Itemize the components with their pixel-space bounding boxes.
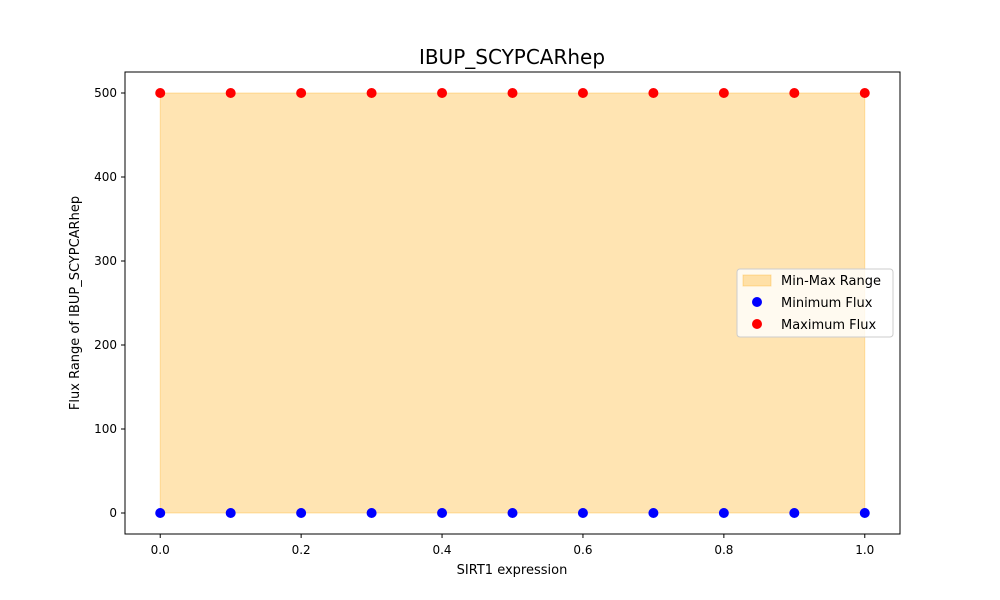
x-tick-label: 1.0 bbox=[855, 543, 874, 557]
maximum-flux-point bbox=[718, 88, 729, 98]
minimum-flux-point bbox=[718, 508, 729, 518]
minimum-flux-point bbox=[437, 508, 448, 518]
minimum-flux-point bbox=[789, 508, 800, 518]
minimum-flux-point bbox=[859, 508, 870, 518]
points-layer bbox=[155, 88, 870, 518]
minimum-flux-point bbox=[648, 508, 659, 518]
legend-marker-minimum-flux bbox=[752, 297, 762, 307]
x-tick-label: 0.8 bbox=[714, 543, 733, 557]
x-tick-label: 0.6 bbox=[573, 543, 592, 557]
minimum-flux-point bbox=[225, 508, 236, 518]
maximum-flux-point bbox=[577, 88, 588, 98]
maximum-flux-point bbox=[859, 88, 870, 98]
legend-marker-maximum-flux bbox=[752, 319, 762, 329]
x-tick-label: 0.2 bbox=[292, 543, 311, 557]
minimum-flux-point bbox=[577, 508, 588, 518]
y-axis: 0 100 200 300 400 500 bbox=[94, 86, 125, 520]
maximum-flux-point bbox=[366, 88, 377, 98]
minimum-flux-point bbox=[366, 508, 377, 518]
maximum-flux-point bbox=[437, 88, 448, 98]
y-tick-label: 300 bbox=[94, 254, 117, 268]
minimum-flux-point bbox=[507, 508, 518, 518]
legend-label-minimum-flux: Minimum Flux bbox=[781, 296, 873, 311]
y-tick-label: 100 bbox=[94, 422, 117, 436]
maximum-flux-point bbox=[155, 88, 166, 98]
legend-label-min-max-range: Min-Max Range bbox=[781, 274, 881, 289]
maximum-flux-point bbox=[648, 88, 659, 98]
x-tick-label: 0.0 bbox=[151, 543, 170, 557]
legend-label-maximum-flux: Maximum Flux bbox=[781, 318, 877, 333]
maximum-flux-point bbox=[789, 88, 800, 98]
legend-swatch-min-max-range bbox=[742, 274, 772, 287]
plot-frame bbox=[124, 71, 901, 535]
y-tick-label: 500 bbox=[94, 86, 117, 100]
minimum-flux-point bbox=[296, 508, 307, 518]
x-tick-label: 0.4 bbox=[432, 543, 451, 557]
y-tick-label: 200 bbox=[94, 338, 117, 352]
maximum-flux-point bbox=[225, 88, 236, 98]
legend: Min-Max Range Minimum Flux Maximum Flux bbox=[736, 268, 894, 338]
maximum-flux-point bbox=[296, 88, 307, 98]
chart-title: IBUP_SCYPCARhep bbox=[419, 45, 605, 69]
y-tick-label: 400 bbox=[94, 170, 117, 184]
x-axis: 0.0 0.2 0.4 0.6 0.8 1.0 bbox=[151, 534, 874, 557]
maximum-flux-point bbox=[507, 88, 518, 98]
y-tick-label: 0 bbox=[109, 506, 117, 520]
y-axis-title: Flux Range of IBUP_SCYPCARhep bbox=[68, 196, 83, 410]
minimum-flux-point bbox=[155, 508, 166, 518]
legend-box bbox=[736, 268, 894, 338]
x-axis-title: SIRT1 expression bbox=[457, 563, 568, 578]
